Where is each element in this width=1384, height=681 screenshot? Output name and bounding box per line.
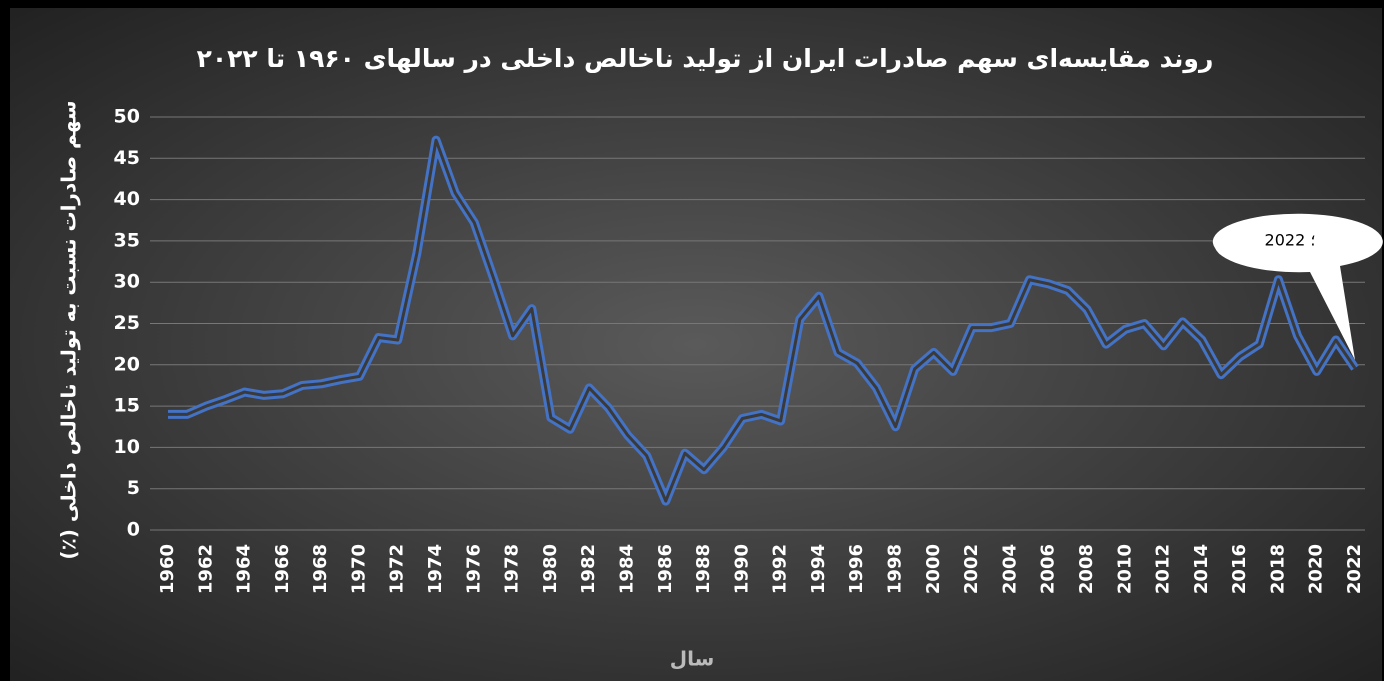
x-tick-label: 2012 — [1153, 544, 1174, 594]
y-tick-label: 40 — [114, 188, 140, 210]
x-axis-label: سال — [670, 647, 715, 671]
x-tick-label: 2014 — [1191, 544, 1212, 594]
x-tick-label: 1990 — [731, 544, 752, 594]
x-tick-label: 2018 — [1267, 544, 1288, 594]
x-tick-label: 1984 — [616, 544, 637, 594]
x-tick-label: 2020 — [1306, 544, 1327, 594]
x-tick-label: 1964 — [234, 544, 255, 594]
y-tick-label: 45 — [114, 147, 140, 169]
x-tick-label: 1988 — [693, 544, 714, 594]
y-tick-label: 50 — [114, 106, 140, 128]
y-tick-label: 35 — [114, 229, 140, 251]
x-tick-label: 2016 — [1229, 544, 1250, 594]
x-tick-label: 1968 — [310, 544, 331, 594]
y-tick-label: 20 — [114, 353, 140, 375]
x-tick-label: 1970 — [348, 544, 369, 594]
callout — [1212, 213, 1383, 360]
series-line-inner — [168, 138, 1357, 503]
x-tick-label: 2006 — [1038, 544, 1059, 594]
x-tick-label: 1974 — [425, 544, 446, 594]
x-tick-label: 2022 — [1344, 544, 1365, 594]
x-tick-label: 1992 — [770, 544, 791, 594]
y-tick-label: 30 — [114, 271, 140, 293]
y-tick-label: 25 — [114, 312, 140, 334]
x-tick-label: 2002 — [961, 544, 982, 594]
y-tick-label: 10 — [114, 436, 140, 458]
chart-title: روند مقایسه‌ای سهم صادرات ایران از تولید… — [197, 44, 1214, 74]
x-tick-label: 1976 — [463, 544, 484, 594]
x-tick-label: 2008 — [1076, 544, 1097, 594]
x-tick-label: 1980 — [540, 544, 561, 594]
y-tick-label: 15 — [114, 395, 140, 417]
x-tick-label: 2010 — [1114, 544, 1135, 594]
x-tick-label: 1960 — [157, 544, 178, 594]
x-tick-label: 1998 — [885, 544, 906, 594]
x-tick-label: 2000 — [923, 544, 944, 594]
x-tick-label: 1996 — [846, 544, 867, 594]
x-tick-label: 1982 — [578, 544, 599, 594]
x-tick-label: 1994 — [808, 544, 829, 594]
x-tick-label: 1986 — [655, 544, 676, 594]
y-axis-label: سهم صادرات نسبت به تولید ناخالص داخلی (٪… — [57, 100, 81, 559]
annotation: 2022 ؛ — [1265, 231, 1316, 250]
y-tick-label: 5 — [127, 477, 140, 499]
x-tick-label: 1972 — [387, 544, 408, 594]
y-tick-label: 0 — [127, 519, 140, 541]
x-tick-label: 2004 — [999, 544, 1020, 594]
x-tick-label: 1978 — [502, 544, 523, 594]
x-tick-label: 1962 — [195, 544, 216, 594]
x-tick-label: 1966 — [272, 544, 293, 594]
background — [10, 8, 1382, 681]
